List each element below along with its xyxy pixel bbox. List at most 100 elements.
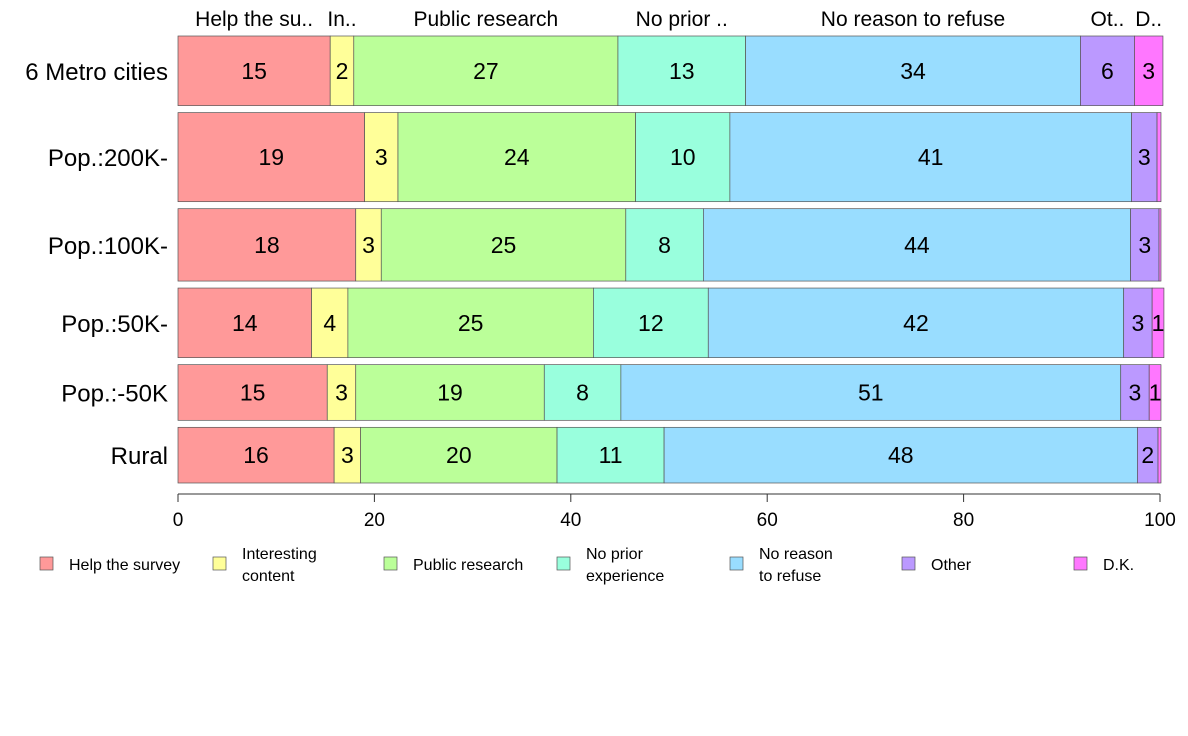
bar-rural-help-the-survey bbox=[177, 426, 335, 484]
segment-label: 34 bbox=[900, 58, 926, 84]
bar-pop-100k-no-prior-experience bbox=[625, 208, 704, 282]
bar-6-metro-cities-other bbox=[1080, 35, 1135, 106]
bar-pop-50k-d-k bbox=[1148, 364, 1162, 421]
segment-label: 24 bbox=[504, 144, 530, 170]
row-label-rural: Rural bbox=[111, 443, 168, 470]
segment-label: 3 bbox=[1138, 232, 1151, 258]
bar-pop-200k-no-prior-experience bbox=[635, 112, 731, 203]
bar-pop-200k-interesting-content bbox=[364, 112, 399, 203]
segment-label: 3 bbox=[1142, 58, 1155, 84]
bar-pop-100k-no-reason-to-refuse bbox=[703, 208, 1131, 282]
bar-pop-200k-help-the-survey bbox=[177, 112, 365, 203]
segment-label: 44 bbox=[904, 232, 930, 258]
segment-label: 2 bbox=[336, 58, 349, 84]
segment-label: 48 bbox=[888, 442, 914, 468]
top-label-help-the-survey: Help the su.. bbox=[195, 8, 313, 31]
row-label-pop-200k: Pop.:200K- bbox=[48, 145, 168, 172]
segment-label: 41 bbox=[918, 144, 944, 170]
segment-label: 25 bbox=[491, 232, 517, 258]
bar-pop-100k-public-research bbox=[380, 208, 627, 282]
segment-label: 19 bbox=[258, 144, 284, 170]
legend-label-no-prior-experience-line2: experience bbox=[586, 568, 664, 585]
bar-rural-d-k bbox=[1157, 426, 1162, 484]
legend-swatch-d-k bbox=[1073, 556, 1088, 571]
bar-pop-100k-help-the-survey bbox=[177, 208, 357, 282]
bar-pop-100k-interesting-content bbox=[355, 208, 382, 282]
legend-label-help-the-survey: Help the survey bbox=[69, 557, 180, 574]
segment-label: 4 bbox=[323, 310, 336, 336]
legend-swatch-no-reason-to-refuse bbox=[729, 556, 744, 571]
bar-pop-50k-public-research bbox=[347, 287, 594, 358]
x-tick-label: 0 bbox=[173, 510, 184, 531]
x-tick-label: 100 bbox=[1144, 510, 1176, 531]
bar-pop-50k-other bbox=[1123, 287, 1153, 358]
segment-label: 14 bbox=[232, 310, 258, 336]
bar-6-metro-cities-d-k bbox=[1134, 35, 1164, 106]
legend-swatch-public-research bbox=[383, 556, 398, 571]
segment-label: 42 bbox=[903, 310, 929, 336]
x-tick-label: 80 bbox=[953, 510, 974, 531]
segment-label: 8 bbox=[658, 232, 671, 258]
bar-pop-50k-no-reason-to-refuse bbox=[620, 364, 1122, 421]
x-tick-label: 40 bbox=[560, 510, 581, 531]
legend-label-d-k: D.K. bbox=[1103, 557, 1134, 574]
legend-label-no-reason-to-refuse-line2: to refuse bbox=[759, 568, 821, 585]
top-label-interesting-content: In.. bbox=[327, 8, 356, 31]
segment-label: 3 bbox=[375, 144, 388, 170]
legend-swatch-help-the-survey bbox=[39, 556, 54, 571]
segment-label: 3 bbox=[341, 442, 354, 468]
segment-label: 8 bbox=[576, 379, 589, 405]
bar-6-metro-cities-no-reason-to-refuse bbox=[745, 35, 1081, 106]
row-label-pop-50k: Pop.:50K- bbox=[61, 311, 168, 338]
legend-label-public-research: Public research bbox=[413, 557, 523, 574]
bar-pop-200k-no-reason-to-refuse bbox=[729, 112, 1132, 203]
top-label-d-k: D.. bbox=[1135, 8, 1162, 31]
row-label-6-metro-cities: 6 Metro cities bbox=[25, 59, 168, 86]
bar-rural-no-prior-experience bbox=[556, 426, 665, 484]
segment-label: 3 bbox=[362, 232, 375, 258]
legend-swatch-interesting-content bbox=[212, 556, 227, 571]
segment-label: 2 bbox=[1141, 442, 1154, 468]
bar-pop-200k-other bbox=[1131, 112, 1158, 203]
segment-label: 15 bbox=[240, 379, 266, 405]
bar-pop-50k-interesting-content bbox=[326, 364, 357, 421]
segment-label: 27 bbox=[473, 58, 499, 84]
bar-pop-50k-interesting-content bbox=[311, 287, 349, 358]
segment-label: 3 bbox=[1129, 379, 1142, 405]
segment-label: 3 bbox=[335, 379, 348, 405]
bar-pop-50k-no-prior-experience bbox=[543, 364, 622, 421]
bar-rural-interesting-content bbox=[333, 426, 362, 484]
segment-label: 15 bbox=[241, 58, 267, 84]
bar-pop-50k-help-the-survey bbox=[177, 287, 312, 358]
segment-label: 51 bbox=[858, 379, 884, 405]
segment-label: 11 bbox=[599, 442, 623, 468]
bar-pop-50k-help-the-survey bbox=[177, 364, 328, 421]
bar-pop-50k-no-reason-to-refuse bbox=[707, 287, 1125, 358]
segment-label: 18 bbox=[254, 232, 280, 258]
bar-6-metro-cities-public-research bbox=[353, 35, 619, 106]
bar-rural-no-reason-to-refuse bbox=[663, 426, 1138, 484]
top-label-other: Ot.. bbox=[1091, 8, 1125, 31]
top-label-no-prior-experience: No prior .. bbox=[636, 8, 728, 31]
segment-label: 1 bbox=[1152, 310, 1165, 336]
segment-label: 19 bbox=[437, 379, 463, 405]
x-tick-label: 60 bbox=[757, 510, 778, 531]
segment-label: 3 bbox=[1132, 310, 1145, 336]
legend-swatch-no-prior-experience bbox=[556, 556, 571, 571]
segment-label: 10 bbox=[670, 144, 696, 170]
legend-label-no-prior-experience: No prior bbox=[586, 546, 644, 563]
legend-label-interesting-content-line2: content bbox=[242, 568, 295, 585]
x-tick-label: 20 bbox=[364, 510, 385, 531]
legend-swatch-other bbox=[901, 556, 916, 571]
segment-label: 16 bbox=[243, 442, 269, 468]
segment-label: 20 bbox=[446, 442, 472, 468]
segment-label: 1 bbox=[1149, 379, 1162, 405]
bar-6-metro-cities-no-prior-experience bbox=[617, 35, 746, 106]
bar-pop-100k-d-k bbox=[1158, 208, 1162, 282]
bar-pop-50k-d-k bbox=[1151, 287, 1165, 358]
legend-label-no-reason-to-refuse: No reason bbox=[759, 546, 833, 563]
bar-pop-200k-public-research bbox=[397, 112, 636, 203]
bar-pop-200k-d-k bbox=[1156, 112, 1162, 203]
top-label-no-reason-to-refuse: No reason to refuse bbox=[821, 8, 1005, 31]
